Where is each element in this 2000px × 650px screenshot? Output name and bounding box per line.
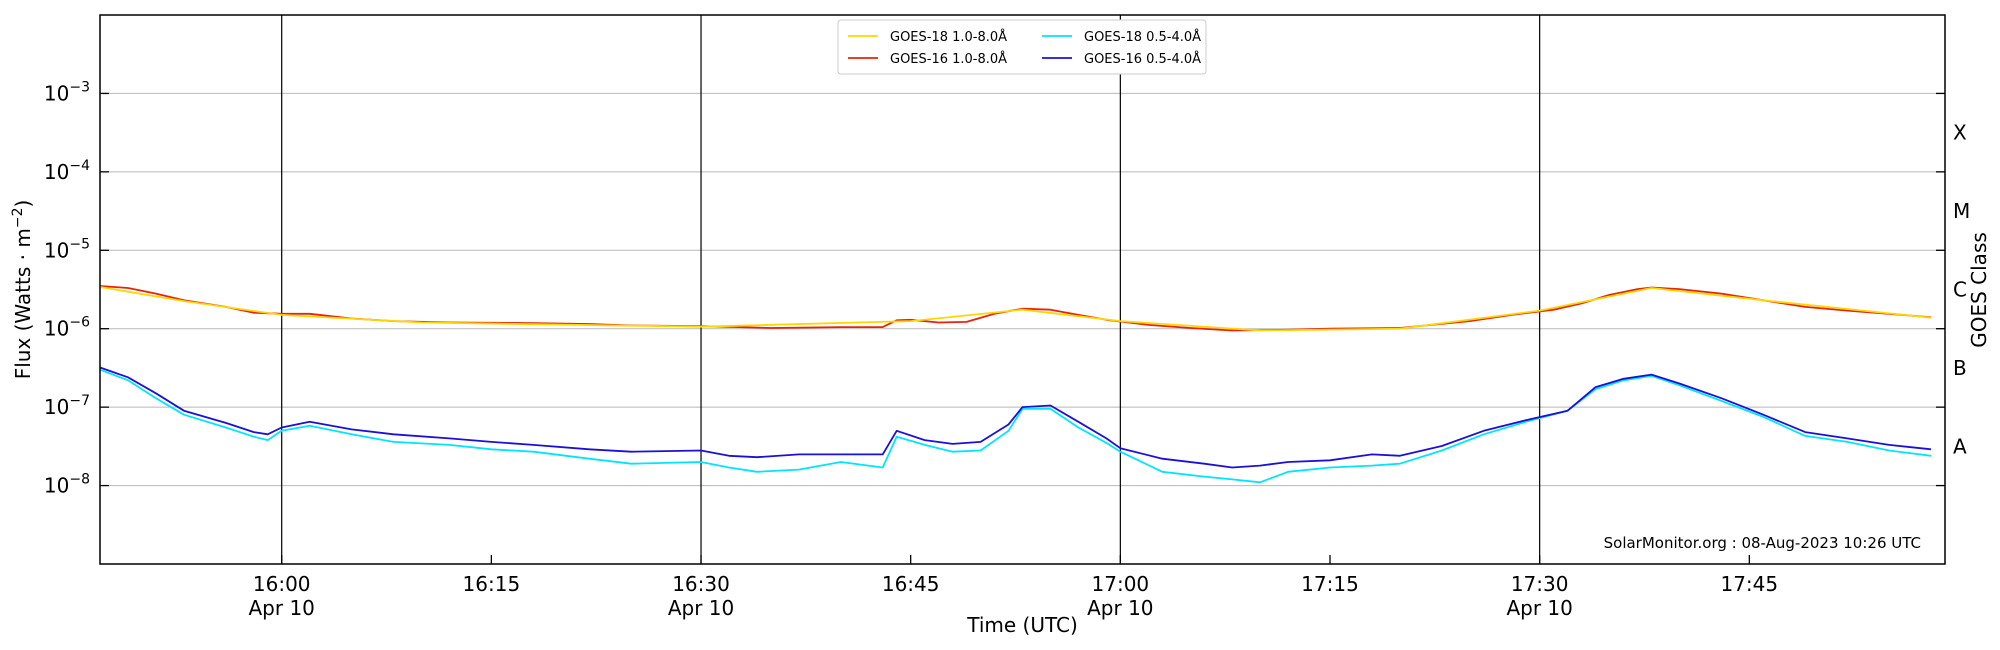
y-tick-mantissa: 10	[44, 395, 69, 419]
y-tick-mantissa: 10	[44, 474, 69, 498]
goes-class-label: X	[1953, 121, 1967, 145]
series-line	[99, 286, 1932, 332]
series-line	[99, 285, 1932, 332]
y-tick-mantissa: 10	[44, 238, 69, 262]
series-line	[99, 368, 1932, 484]
goes-class-label: C	[1953, 278, 1967, 302]
legend-box	[837, 19, 1207, 75]
legend-label: GOES-16 1.0-8.0Å	[890, 51, 1007, 67]
legend-label: GOES-18 0.5-4.0Å	[1084, 29, 1201, 45]
x-tick-label: 16:30	[672, 572, 730, 596]
plot-frame	[99, 14, 1946, 565]
x-tick-date-label: Apr 10	[1506, 596, 1572, 620]
goes-class-label: A	[1953, 434, 1967, 458]
y-tick-exponent: −5	[69, 236, 90, 252]
y-tick-label: 10−5	[44, 236, 90, 262]
series-line	[99, 366, 1932, 469]
x-tick-label: 16:15	[463, 572, 521, 596]
x-tick-date-label: Apr 10	[1087, 596, 1153, 620]
y-tick-label: 10−8	[44, 472, 90, 498]
y-axis-label: Flux (Watts · m−2)	[10, 200, 35, 380]
x-axis-label: Time (UTC)	[966, 613, 1078, 637]
x-tick-label: 16:00	[253, 572, 311, 596]
x-tick-label: 17:45	[1720, 572, 1778, 596]
y-tick-mantissa: 10	[44, 81, 69, 105]
y-tick-label: 10−3	[44, 79, 90, 105]
x-tick-label: 17:30	[1511, 572, 1569, 596]
goes-class-label: B	[1953, 356, 1967, 380]
y-tick-exponent: −3	[69, 79, 90, 95]
y-tick-exponent: −6	[69, 315, 90, 331]
series-lines	[99, 285, 1932, 484]
y-axis-label-exponent: −2	[10, 208, 26, 229]
y-tick-exponent: −7	[69, 393, 90, 409]
legend-label: GOES-16 0.5-4.0Å	[1084, 51, 1201, 67]
goes-class-axis-label: GOES Class	[1967, 232, 1991, 348]
x-tick-label: 16:45	[882, 572, 940, 596]
x-tick-date-label: Apr 10	[249, 596, 315, 620]
y-tick-mantissa: 10	[44, 317, 69, 341]
y-tick-mantissa: 10	[44, 160, 69, 184]
y-axis-label-main: Flux (Watts · m	[11, 228, 35, 379]
legend: GOES-18 1.0-8.0Å GOES-18 0.5-4.0Å GOES-16 …	[837, 19, 1207, 75]
x-tick-label: 17:00	[1092, 572, 1150, 596]
y-tick-label: 10−6	[44, 315, 90, 341]
y-tick-label: 10−4	[44, 158, 90, 184]
y-tick-exponent: −4	[69, 158, 90, 174]
y-axis-label-close: )	[11, 200, 35, 208]
credit-text: SolarMonitor.org : 08-Aug-2023 10:26 UTC	[1604, 534, 1921, 552]
y-tick-label: 10−7	[44, 393, 90, 419]
x-tick-date-label: Apr 10	[668, 596, 734, 620]
gridlines	[100, 92, 1945, 487]
y-tick-exponent: −8	[69, 472, 90, 488]
day-marker-lines	[281, 15, 1541, 564]
legend-label: GOES-18 1.0-8.0Å	[890, 29, 1007, 45]
x-tick-label: 17:15	[1301, 572, 1359, 596]
goes-class-label: M	[1953, 199, 1970, 223]
